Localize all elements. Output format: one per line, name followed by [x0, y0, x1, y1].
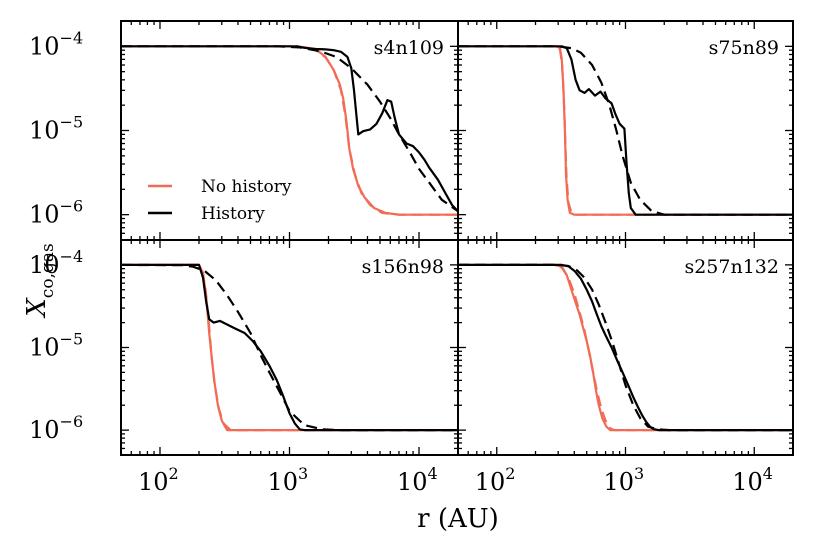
panel-label: s4n109: [374, 37, 444, 59]
panel-label: s257n132: [684, 256, 779, 278]
y-tick-label: 10−4: [29, 247, 83, 279]
legend-label: History: [201, 204, 265, 224]
y-axis-label: Xco,gas: [22, 243, 58, 318]
series-line-no-history-fit: [458, 45, 793, 216]
panel-s4n109: s4n109: [120, 20, 459, 241]
series-line-no-history: [458, 45, 793, 216]
legend: No history History: [148, 177, 292, 224]
series-line-history: [458, 263, 793, 432]
axis-text-group: 10−4 10−5 10−6 10−4 10−5 10−6 102 103 104 102 103 1…: [22, 28, 773, 534]
series-line-no-history-fit: [458, 263, 793, 432]
series-line-history-fit: [458, 45, 793, 216]
series-group: [458, 45, 793, 216]
y-tick-label: 10−5: [29, 330, 83, 362]
x-tick-label: 102: [138, 464, 179, 496]
panel-s156n98: s156n98: [120, 239, 459, 456]
legend-label: No history: [201, 177, 292, 197]
panel-frames: [120, 20, 794, 456]
series-line-history-fit: [121, 45, 458, 213]
series-line-history: [121, 45, 458, 212]
panels-group: s4n109 s75n89 s156n98 s257n132: [120, 20, 794, 456]
series-group: [121, 263, 458, 432]
y-tick-label: 10−4: [29, 28, 83, 60]
series-line-no-history: [458, 263, 793, 432]
series-line-history: [121, 263, 458, 432]
x-tick-label: 102: [475, 464, 516, 496]
panel-ticks: [120, 20, 459, 241]
panel-s257n132: s257n132: [457, 239, 794, 456]
panel-s75n89: s75n89: [457, 20, 794, 241]
series-line-history-fit: [458, 263, 793, 432]
series-line-history-fit: [121, 263, 458, 432]
y-tick-label: 10−6: [29, 197, 83, 229]
x-tick-label: 103: [268, 464, 309, 496]
panel-label: s156n98: [362, 256, 444, 278]
series-line-history: [458, 45, 793, 216]
y-tick-label: 10−5: [29, 113, 83, 145]
x-tick-label: 103: [604, 464, 645, 496]
series-group: [458, 263, 793, 432]
y-tick-label: 10−6: [29, 412, 83, 444]
series-line-no-history: [121, 263, 458, 432]
panel-label: s75n89: [709, 37, 779, 59]
x-axis-label: r (AU): [417, 504, 499, 534]
x-tick-label: 104: [732, 464, 773, 496]
series-group: [121, 45, 458, 216]
x-tick-label: 104: [397, 464, 438, 496]
series-line-no-history-fit: [121, 263, 458, 432]
panel-frame: [457, 239, 794, 456]
